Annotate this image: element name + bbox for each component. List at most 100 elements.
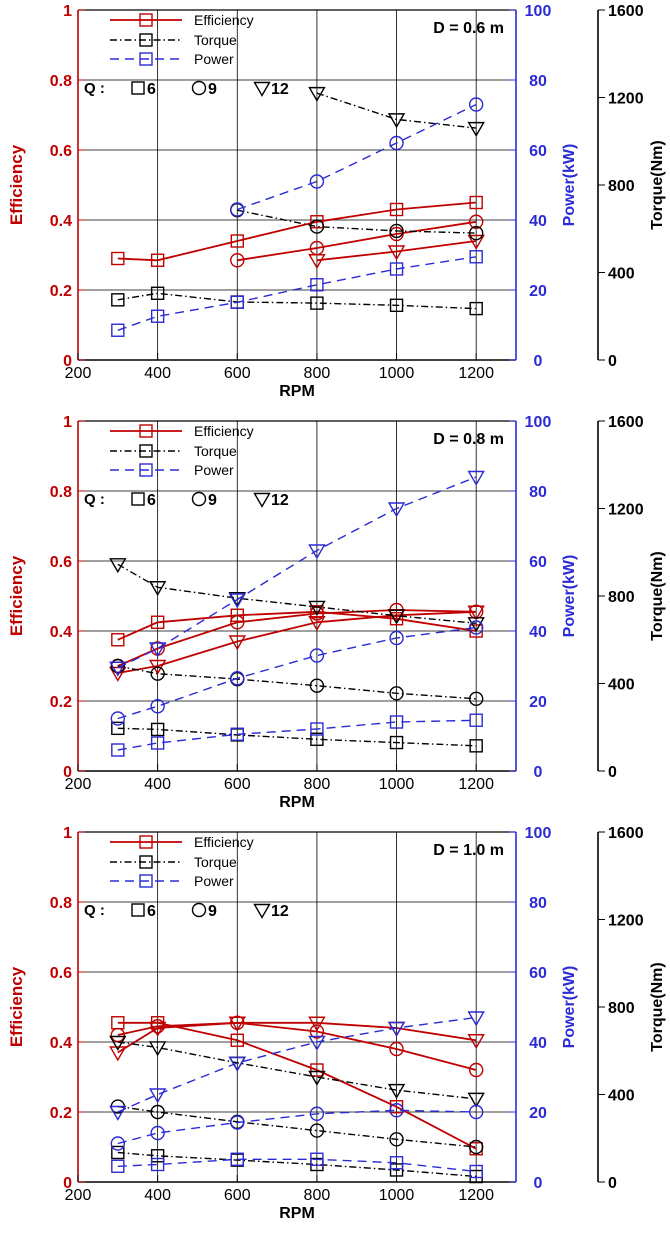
data-point-efficiency-q6 <box>150 615 165 629</box>
legend: Efficiency Torque Power Q : 6 9 12 <box>84 834 289 920</box>
power-tick-label: 20 <box>529 1105 547 1122</box>
data-point-efficiency-q12 <box>308 616 326 632</box>
torque-tick-label: 0 <box>608 1175 617 1192</box>
power-tick-label: 40 <box>529 624 547 641</box>
data-point-torque-q9 <box>110 658 126 674</box>
data-point-efficiency-q12 <box>467 234 485 250</box>
x-tick-label: 400 <box>144 1187 171 1204</box>
data-point-power-q6 <box>469 250 483 264</box>
data-point-torque-q6 <box>111 721 125 736</box>
q-legend-marker-9 <box>191 902 207 918</box>
x-tick-label: 600 <box>224 1187 251 1204</box>
series-line-power-q12 <box>117 1016 477 1113</box>
power-tick-label: 40 <box>529 1035 547 1052</box>
data-point-torque-q12 <box>387 113 406 129</box>
series-line-power-q6 <box>117 1158 477 1173</box>
data-point-torque-q12 <box>308 1070 326 1086</box>
data-point-power-q12 <box>228 593 246 609</box>
data-point-power-q9 <box>230 671 245 686</box>
data-point-efficiency-q6 <box>469 195 483 210</box>
legend-label-power: Power <box>194 462 234 478</box>
data-point-power-q12 <box>467 1011 485 1027</box>
x-tick-label: 600 <box>224 776 251 793</box>
power-tick-label: 20 <box>529 283 547 300</box>
chart-svg: 200 400 600 800 1000 1200RPM00.20.40.60.81Eff… <box>7 414 666 811</box>
data-point-torque-q6 <box>111 293 125 307</box>
torque-tick-label: 1600 <box>608 414 644 431</box>
series-line-power-q9 <box>237 103 477 211</box>
efficiency-tick-label: 0 <box>63 1175 72 1192</box>
series-line-torque-q9 <box>117 1105 477 1148</box>
data-point-efficiency-q9 <box>230 615 245 630</box>
q-legend-label-6: 6 <box>147 492 156 509</box>
series-efficiency-q12 <box>308 234 485 270</box>
series-torque-q12 <box>109 558 485 633</box>
data-point-torque-q9 <box>468 225 484 241</box>
q-legend-marker-12 <box>253 903 271 919</box>
efficiency-axis-label: Efficiency <box>7 966 26 1047</box>
x-tick-label: 1200 <box>458 776 494 793</box>
data-point-power-q6 <box>389 262 404 276</box>
legend-label-efficiency: Efficiency <box>194 12 254 28</box>
efficiency-tick-label: 0.8 <box>50 895 72 912</box>
x-tick-label: 600 <box>224 365 251 382</box>
legend-label-power: Power <box>194 873 234 889</box>
series-line-torque-q12 <box>316 92 477 129</box>
data-point-efficiency-q9 <box>309 1024 325 1039</box>
torque-tick-label: 1200 <box>608 913 644 930</box>
legend-label-efficiency: Efficiency <box>194 423 254 439</box>
q-legend-title: Q : <box>84 80 105 97</box>
power-tick-label: 80 <box>529 895 547 912</box>
data-point-efficiency-q12 <box>148 1021 167 1037</box>
efficiency-tick-label: 0.6 <box>50 143 72 160</box>
q-legend-label-9: 9 <box>208 903 217 920</box>
torque-tick-label: 800 <box>608 589 635 606</box>
data-point-power-q6 <box>310 722 324 736</box>
data-point-power-q9 <box>230 1115 245 1130</box>
q-legend-marker-12 <box>253 81 271 97</box>
data-point-power-q9 <box>468 97 484 112</box>
data-point-efficiency-q6 <box>389 202 404 217</box>
series-efficiency-q6 <box>111 195 483 267</box>
data-point-efficiency-q9 <box>150 1019 165 1034</box>
data-point-torque-q6 <box>389 298 404 313</box>
data-point-torque-q12 <box>109 1035 127 1051</box>
efficiency-tick-label: 1 <box>63 3 72 20</box>
power-axis-label: Power(kW) <box>561 144 578 227</box>
torque-tick-label: 0 <box>608 764 617 781</box>
legend-marker-efficiency <box>139 13 153 27</box>
data-point-power-q9 <box>110 1136 126 1151</box>
q-legend-label-12: 12 <box>271 492 289 509</box>
x-tick-label: 1000 <box>379 776 415 793</box>
data-point-efficiency-q12 <box>308 254 326 270</box>
data-point-power-q12 <box>467 470 485 486</box>
data-point-torque-q6 <box>150 722 165 737</box>
data-point-torque-q9 <box>389 686 404 701</box>
data-point-torque-q9 <box>309 219 325 234</box>
torque-tick-label: 800 <box>608 178 635 195</box>
power-tick-label: 100 <box>525 414 552 431</box>
x-tick-label: 1000 <box>379 365 415 382</box>
data-point-power-q9 <box>468 1104 484 1120</box>
power-tick-label: 0 <box>534 1175 543 1192</box>
series-line-torque-q12 <box>117 1041 477 1100</box>
series-power-q12 <box>109 1011 485 1121</box>
q-legend-marker-6 <box>131 81 145 95</box>
chart-panel-d-0-8: 200 400 600 800 1000 1200 RPM 0 0.2 0.4 0.6 0.8 1 Eff… <box>0 411 670 822</box>
x-tick-label: 400 <box>144 776 171 793</box>
series-line-power-q6 <box>117 256 477 331</box>
data-point-efficiency-q6 <box>230 234 244 248</box>
data-point-efficiency-q9 <box>468 214 484 229</box>
data-point-torque-q6 <box>310 296 324 310</box>
data-point-power-q6 <box>150 736 165 750</box>
torque-tick-label: 0 <box>608 353 617 370</box>
data-point-power-q6 <box>111 323 125 337</box>
data-point-power-q12 <box>387 1021 406 1037</box>
efficiency-tick-label: 0.6 <box>50 554 72 571</box>
data-point-torque-q12 <box>387 609 406 625</box>
x-tick-label: 800 <box>304 365 331 382</box>
legend-marker-torque <box>139 855 153 869</box>
chart-panel-d-1-0: 200 400 600 800 1000 1200 RPM 0 0.2 0.4 0.6 0.8 1 Eff… <box>0 822 670 1233</box>
series-line-torque-q6 <box>117 1151 477 1178</box>
data-point-torque-q9 <box>309 1123 325 1138</box>
